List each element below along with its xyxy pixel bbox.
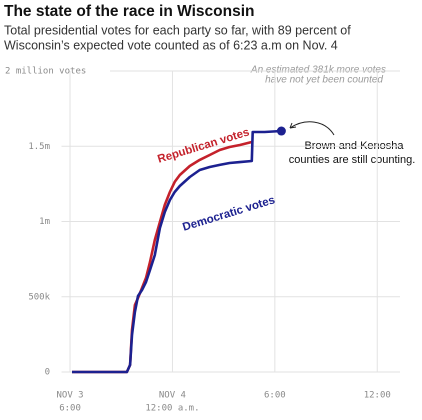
y-tick-label: 1.5m <box>28 142 50 152</box>
arrow-head <box>289 122 297 129</box>
x-tick-label: 6:00 <box>264 391 286 401</box>
x-tick-label: NOV 3 <box>56 391 83 401</box>
y-tick-label: 500k <box>28 292 50 302</box>
x-tick-label: 12:00 a.m. <box>145 404 199 414</box>
end-dot <box>276 126 286 136</box>
y-tick-label: 1m <box>39 217 50 227</box>
legend-label: Democratic votes <box>181 194 276 234</box>
annotation: have not yet been counted <box>265 75 383 86</box>
series-line <box>72 129 282 374</box>
arrow <box>289 121 335 136</box>
series-line <box>72 140 253 374</box>
x-tick-label: 6:00 <box>59 404 81 414</box>
y-tick-label: 0 <box>45 368 50 378</box>
y-tick-label: 2 million votes <box>5 67 86 77</box>
plot: 0 500k 1m 1.5m 2 million votes NOV 3 6:00 NOV 4… <box>5 67 400 414</box>
subtitle: Total presidential votes for each party … <box>4 23 351 37</box>
x-tick-label: NOV 4 <box>159 391 186 401</box>
x-tick-label: 12:00 <box>364 391 391 401</box>
annotation: An estimated 381k more votes <box>250 65 386 76</box>
subtitle: Wisconsin’s expected vote counted as of … <box>4 38 338 52</box>
chart-title: The state of the race in Wisconsin <box>4 3 255 20</box>
annotation: counties are still counting. <box>289 154 416 166</box>
